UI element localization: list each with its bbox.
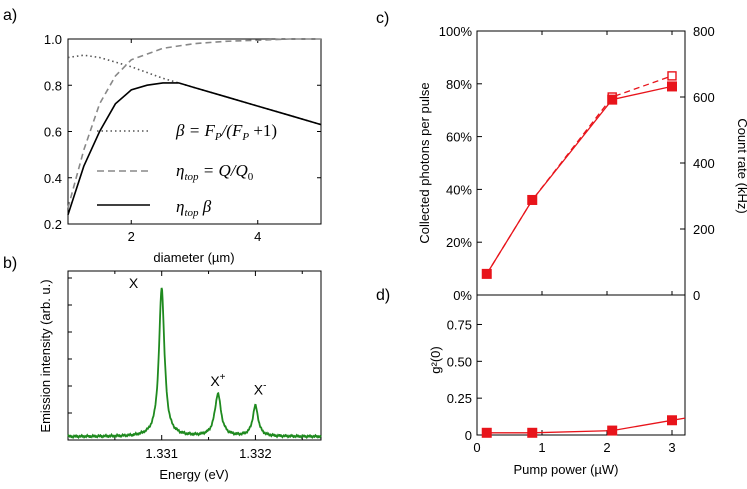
panel-b-peak-charge: + [220,372,226,383]
panel-a-series-1 [67,38,321,209]
panel-d-xtick-label: 2 [603,440,610,455]
panel-c-frame [476,30,686,296]
panel-c-ytick-label: 20% [446,235,472,250]
legend-label-beta: β = FP/(FP +1) [175,121,277,143]
panel-d-point [667,415,677,426]
panel-c-ytick-right-label: 600 [693,90,715,105]
panel-d-xlabel: Pump power (µW) [513,462,618,477]
panel-c-point-filled [667,81,677,92]
panel-a-xtick-label: 2 [128,229,135,244]
panel-d-xtick-label: 1 [538,440,545,455]
panel-d-ytick-label: 0.25 [447,391,472,406]
panel-c-ytick-label: 60% [446,130,472,145]
panel-c-ytick-right-label: 200 [693,222,715,237]
panel-b-spectrum [67,287,322,440]
panel-b-peak-label: X+ [210,372,225,389]
panel-a-ytick-label: 0.2 [44,217,62,232]
panel-a-legend: β = FP/(FP +1) ηtop = Q/Q0 ηtop β [97,121,277,219]
panel-b-ylabel: Emission intensity (arb. u.) [38,279,53,432]
panel-c-ytick-right-label: 800 [693,24,715,39]
panel-d-point [607,425,618,436]
panel-c-point-filled [527,194,538,205]
panel-a-ytick-label: 1.0 [44,32,62,47]
panel-c-ytick-right-label: 0 [693,288,700,303]
panel-c-ytick-label: 40% [446,182,472,197]
panel-c-ytick-right-label: 400 [693,156,715,171]
panel-b-xtick-label: 1.332 [239,446,272,461]
panel-c-ylabel: Collected photons per pulse [417,82,432,243]
panel-a-series-2 [67,82,322,216]
panel-c-series-line-1 [486,85,673,275]
panel-d-ytick-label: 0.75 [447,317,472,332]
panel-c-point-filled [607,94,618,105]
panel-d-ylabel: g²(0) [428,346,443,373]
panel-d-point [481,427,492,438]
panel-c-point-open [667,71,677,81]
panel-d-ytick-label: 0.50 [447,354,472,369]
panel-b-peak-label: X [129,275,139,291]
panel-c-ytick-label: 0% [453,288,472,303]
panel-c-series-line-0 [486,75,673,275]
panel-b-frame [67,270,322,441]
panel-d-xtick-label: 0 [473,440,480,455]
panel-a-ytick-label: 0.4 [44,171,62,186]
panel-d-xtick-label: 3 [668,440,675,455]
panel-b-peak-charge: - [263,380,266,391]
panel-b-peak-label: X- [254,380,267,397]
panel-a-xtick-label: 4 [254,229,261,244]
panel-d-frame [476,294,686,436]
panel-c-ytick-label: 80% [446,77,472,92]
panel-d-series-line [486,417,686,434]
panel-label-a: a) [3,7,17,24]
legend-label-eta: ηtop = Q/Q0 [176,161,254,183]
panel-b-xtick-label: 1.331 [145,446,178,461]
panel-d-ytick-label: 0 [465,428,472,443]
panel-b-marks: 1.331 1.332 X X+ X- [67,271,322,461]
panel-a-ytick-label: 0.8 [44,78,62,93]
panel-c-ytick-label: 100% [439,24,473,39]
panel-a-ytick-label: 0.6 [44,125,62,140]
panel-d-marks: 0 0.25 0.50 0.75 0 1 2 3 [447,317,686,455]
panel-b-xlabel: Energy (eV) [159,467,228,482]
legend-label-product: ηtop β [176,197,212,219]
panel-d-point [527,427,538,438]
panel-label-c: c) [376,10,389,27]
panel-a-marks: 0.2 0.4 0.6 0.8 1.0 2 4 [44,32,322,244]
panel-a-xlabel: diameter (µm) [153,250,234,265]
panel-label-d: d) [376,287,390,304]
panel-c-point-filled [481,268,492,279]
panel-c-marks: 0% 20% 40% 60% 80% 100% 0 200 400 600 800 [439,24,715,303]
panel-c-ylabel-right: Count rate (kHz) [735,118,747,213]
panel-label-b: b) [3,255,17,272]
